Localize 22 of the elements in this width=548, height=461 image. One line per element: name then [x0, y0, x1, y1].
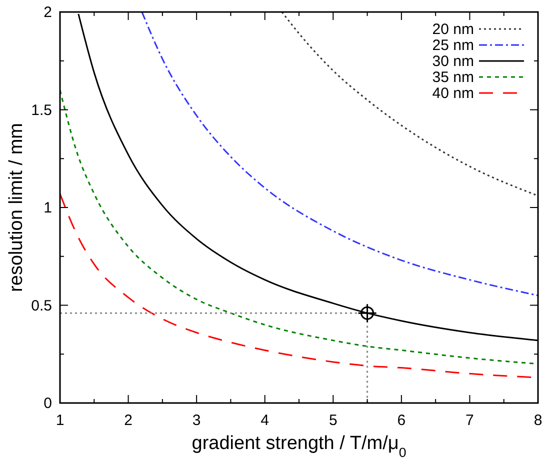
x-axis-title: gradient strength / T/m/μ$_{0}$ [192, 433, 406, 460]
x-tick-label: 7 [466, 412, 474, 429]
legend-label: 25 nm [432, 37, 474, 54]
y-tick-label: 2 [44, 4, 52, 21]
y-tick-label: 1 [44, 200, 52, 216]
y-tick-label: 1.5 [31, 102, 52, 119]
x-tick-label: 2 [124, 412, 132, 429]
x-tick-label: 1 [56, 412, 64, 429]
x-tick-label: 5 [328, 412, 338, 429]
line-series [141, 12, 538, 296]
legend-label: 40 nm [432, 85, 474, 102]
line-series [281, 12, 538, 197]
y-tick-label: 0 [44, 395, 52, 412]
y-tick-label: 0.5 [31, 297, 52, 314]
x-tick-label: 4 [260, 412, 270, 429]
legend-label: 30 nm [432, 53, 474, 70]
legend-label: 20 nm [432, 21, 474, 38]
y-axis-title: resolution limit / mm [6, 123, 27, 292]
legend-label: 35 nm [432, 69, 474, 86]
x-tick-label: 8 [534, 412, 542, 429]
x-tick-label: 3 [192, 412, 201, 429]
x-tick-label: 6 [397, 412, 406, 429]
